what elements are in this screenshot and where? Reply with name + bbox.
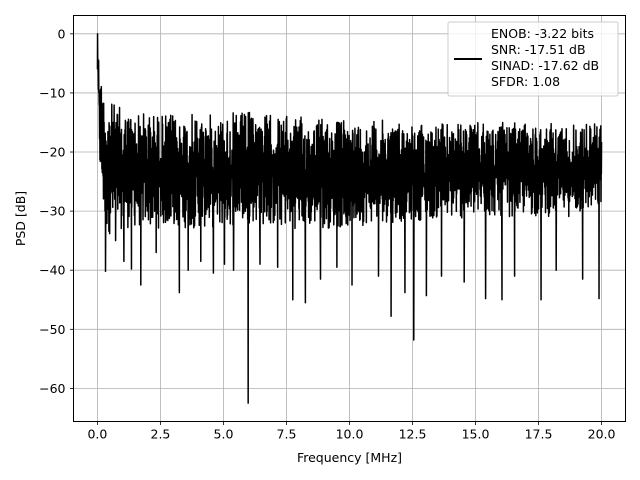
x-tick-label: 15.0	[462, 427, 490, 442]
x-tick-label: 7.5	[277, 427, 297, 442]
legend-line-snr: SNR: -17.51 dB	[491, 42, 586, 57]
psd-series-line	[96, 33, 603, 404]
x-axis-ticks: 0.0 2.5 5.0 7.5 10.0 12.5 15.0 17.5 20.0	[87, 421, 616, 442]
legend-line-enob: ENOB: -3.22 bits	[491, 26, 594, 41]
plot-area	[96, 33, 603, 404]
y-tick-label: −40	[39, 263, 65, 278]
y-tick-label: −60	[39, 381, 65, 396]
legend: ENOB: -3.22 bits SNR: -17.51 dB SINAD: -…	[447, 21, 619, 97]
x-tick-label: 2.5	[151, 427, 171, 442]
y-tick-label: −20	[39, 145, 65, 160]
legend-line-sinad: SINAD: -17.62 dB	[491, 58, 599, 73]
x-tick-label: 17.5	[525, 427, 553, 442]
y-tick-label: 0	[58, 26, 66, 41]
y-tick-label: −10	[39, 85, 65, 100]
y-axis-label: PSD [dB]	[13, 191, 28, 246]
legend-box	[447, 21, 619, 97]
y-axis-ticks: 0 −10 −20 −30 −40 −50 −60	[39, 26, 74, 396]
legend-line-sfdr: SFDR: 1.08	[491, 74, 560, 89]
x-tick-label: 0.0	[87, 427, 107, 442]
x-tick-label: 10.0	[336, 427, 364, 442]
x-axis-label: Frequency [MHz]	[297, 450, 402, 465]
y-tick-label: −50	[39, 322, 65, 337]
x-tick-label: 20.0	[588, 427, 616, 442]
x-tick-label: 12.5	[399, 427, 427, 442]
x-tick-label: 5.0	[214, 427, 234, 442]
y-tick-label: −30	[39, 204, 65, 219]
